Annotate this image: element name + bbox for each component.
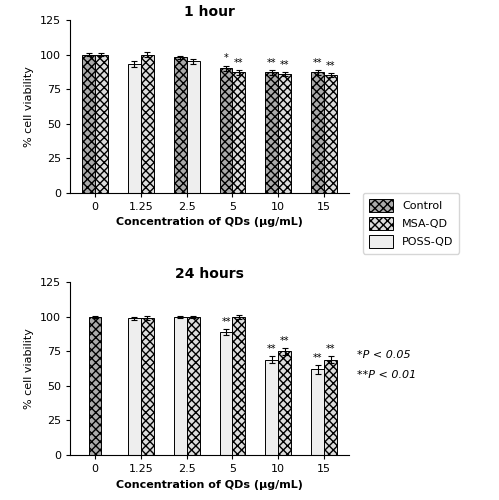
Bar [174,317,187,455]
Text: **P < 0.01: **P < 0.01 [357,370,416,380]
Legend: Control, MSA-QD, POSS-QD: Control, MSA-QD, POSS-QD [363,193,459,254]
Bar [128,64,141,192]
Bar [220,68,233,192]
Bar [89,317,101,455]
Bar [278,74,291,192]
Bar [128,318,141,455]
Text: **: ** [313,58,322,68]
Text: **: ** [267,58,276,68]
Bar [233,317,246,455]
Text: **: ** [280,336,289,346]
Text: *: * [224,54,229,64]
Text: **: ** [326,344,335,354]
Bar [141,54,154,192]
Bar [265,72,278,192]
Bar [233,72,246,192]
Bar [311,72,324,192]
Text: *P < 0.05: *P < 0.05 [357,350,410,360]
Y-axis label: % cell viability: % cell viability [24,328,34,409]
Text: **: ** [267,344,276,354]
Bar [82,54,95,192]
Text: **: ** [222,318,231,328]
Bar [324,75,337,192]
Bar [220,332,233,455]
Bar [265,360,278,455]
Bar [95,54,108,192]
Bar [311,370,324,455]
Y-axis label: % cell viability: % cell viability [24,66,34,146]
Bar [187,317,200,455]
Text: **: ** [326,61,335,71]
Text: **: ** [313,353,322,363]
X-axis label: Concentration of QDs (μg/mL): Concentration of QDs (μg/mL) [116,480,303,490]
Title: 24 hours: 24 hours [175,267,244,281]
Text: **: ** [234,58,244,68]
Bar [324,360,337,455]
Text: **: ** [280,60,289,70]
X-axis label: Concentration of QDs (μg/mL): Concentration of QDs (μg/mL) [116,217,303,227]
Bar [278,352,291,455]
Bar [141,318,154,455]
Bar [174,58,187,192]
Bar [187,62,200,192]
Title: 1 hour: 1 hour [184,5,235,19]
